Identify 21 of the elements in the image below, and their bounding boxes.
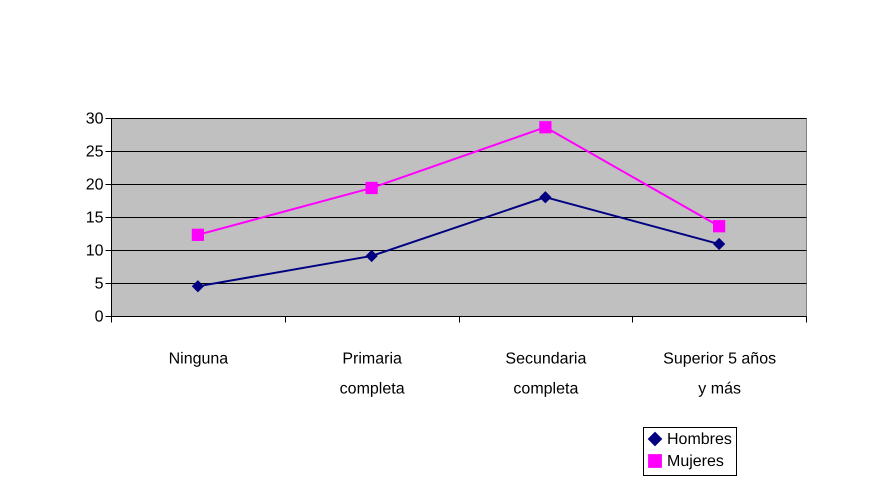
point — [366, 182, 378, 194]
y-tick-label: 30 — [86, 110, 104, 128]
y-tick-label: 5 — [94, 276, 104, 292]
x-tick-label: Secundaria completa — [505, 350, 586, 398]
point — [713, 220, 726, 232]
point — [539, 191, 552, 204]
y-tick-label: 25 — [86, 144, 104, 160]
point — [192, 280, 204, 292]
y-tick-label: 10 — [86, 242, 104, 260]
y-tick-label: 20 — [86, 176, 104, 194]
x-tick-label: Superior 5 años y más — [663, 350, 776, 398]
y-tick-label: 0 — [94, 308, 104, 326]
point — [366, 250, 378, 262]
x-tick-label: Primaria completa — [340, 350, 405, 398]
legend-label: Mujeres — [667, 453, 724, 470]
point — [192, 228, 204, 241]
legend-label: Hombres — [667, 431, 732, 448]
point — [539, 121, 552, 134]
x-tick-label: Ninguna — [168, 350, 228, 368]
point — [713, 238, 726, 250]
y-tick-label: 15 — [86, 210, 104, 226]
